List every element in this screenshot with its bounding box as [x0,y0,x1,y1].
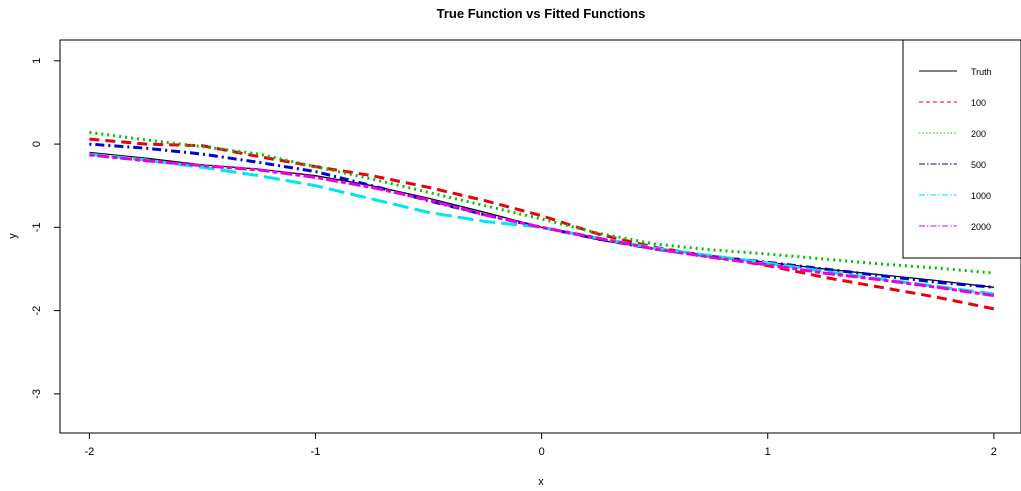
y-tick-label: -2 [31,306,43,316]
legend: Truth 100 200 500 1000 2000 [902,39,1021,259]
legend-items: Truth 100 200 500 1000 2000 [919,67,992,232]
legend-label-500: 500 [971,160,986,170]
y-tick-label: -3 [31,389,43,399]
series-line-500 [89,142,995,289]
x-tick-label: 2 [991,446,997,458]
series-line-200 [89,130,995,275]
x-tick-label: 1 [765,446,771,458]
plot-area-frame [59,39,1021,434]
y-tick-label: -1 [31,222,43,232]
series-line-1000 [89,152,995,296]
y-tick-label: 0 [31,141,43,147]
legend-label-100: 100 [971,98,986,108]
y-tick-label: 1 [31,58,43,64]
legend-label-200: 200 [971,129,986,139]
legend-box [902,39,1021,259]
legend-label-truth: Truth [971,67,992,77]
x-tick-label: -2 [85,446,95,458]
x-tick-label: -1 [311,446,321,458]
x-axis-label: x [538,476,544,488]
legend-label-2000: 2000 [971,222,991,232]
axes: -2 -1 0 1 2 1 0 -1 -2 -3 [31,58,997,458]
y-axis-label: y [7,233,19,239]
series-line-truth [89,151,994,288]
legend-label-1000: 1000 [971,191,991,201]
series-lines [89,130,995,311]
chart-title: True Function vs Fitted Functions [437,6,646,21]
series-line-100 [89,137,995,311]
x-tick-label: 0 [539,446,545,458]
series-line-2000 [89,153,995,298]
